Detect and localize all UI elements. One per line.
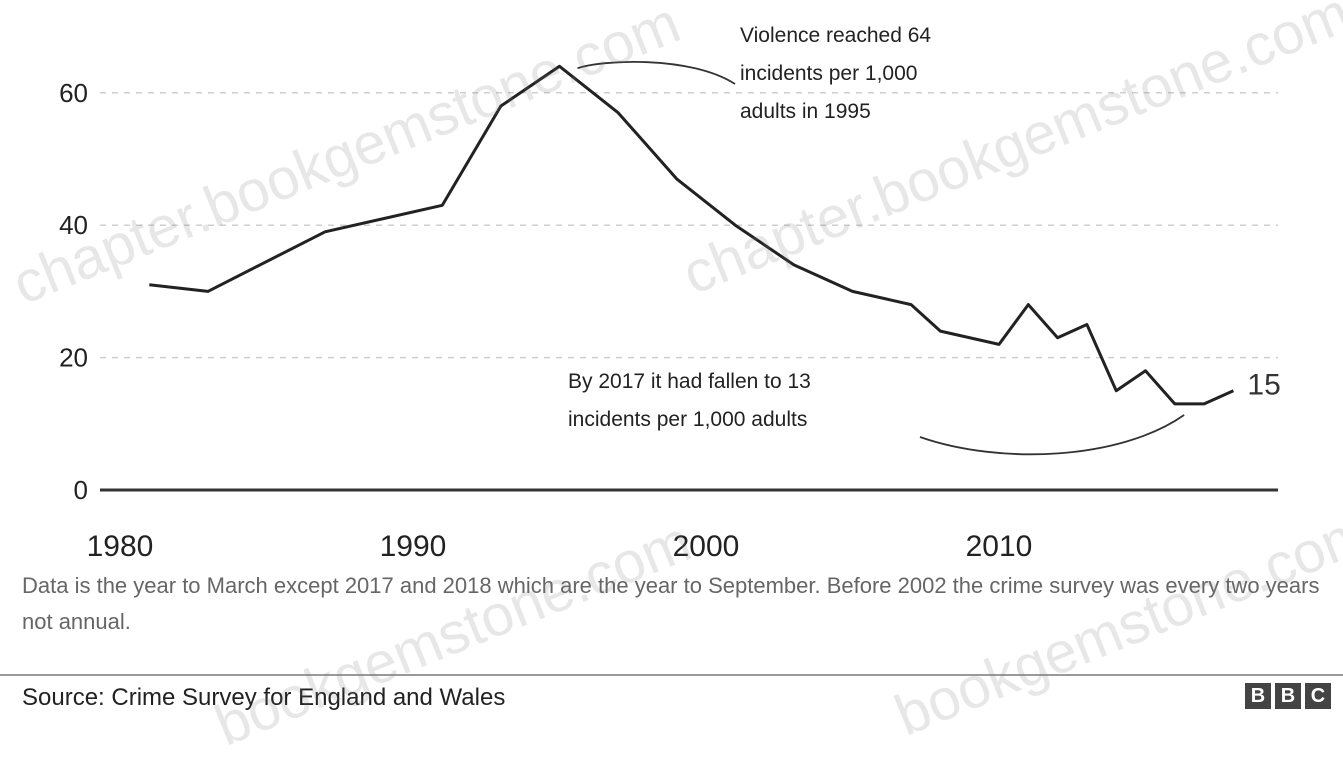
- logo-letter-b1: B: [1245, 683, 1271, 709]
- annotation-1-leader: [577, 61, 736, 85]
- bbc-logo: B B C: [1245, 683, 1331, 709]
- x-tick-label-2000: 2000: [673, 530, 740, 560]
- annotation-2-line-2: incidents per 1,000 adults: [568, 408, 807, 431]
- x-tick-label-2010: 2010: [966, 530, 1033, 560]
- y-axis-tick-labels: 0 20 40 60: [59, 78, 88, 505]
- annotations-layer: Violence reached 64 incidents per 1,000 ad…: [568, 24, 1185, 456]
- y-tick-label-0: 0: [74, 475, 88, 505]
- series-line-0: [149, 64, 1235, 406]
- chart-source: Source: Crime Survey for England and Wal…: [22, 684, 506, 711]
- series-layer: 15: [149, 64, 1281, 406]
- line-chart: 0 20 40 60 1980 1990 2000 2010 15 Violence rea…: [59, 24, 1281, 560]
- annotation-1-line-1: Violence reached 64: [740, 24, 931, 47]
- logo-letter-c: C: [1305, 683, 1331, 709]
- y-tick-label-20: 20: [59, 343, 88, 373]
- annotation-2-line-1: By 2017 it had fallen to 13: [568, 370, 811, 393]
- footer-divider: [0, 674, 1343, 676]
- annotation-1-line-2: incidents per 1,000: [740, 62, 917, 85]
- x-axis-tick-labels: 1980 1990 2000 2010: [87, 530, 1033, 560]
- annotation-2-leader: [919, 414, 1185, 456]
- gridlines: [100, 92, 1278, 359]
- annotation-1-line-3: adults in 1995: [740, 100, 871, 123]
- y-tick-label-60: 60: [59, 78, 88, 108]
- chart-footnote: Data is the year to March except 2017 an…: [22, 573, 1320, 634]
- series-end-label: 15: [1247, 369, 1280, 402]
- y-tick-label-40: 40: [59, 210, 88, 240]
- x-tick-label-1990: 1990: [380, 530, 447, 560]
- x-tick-label-1980: 1980: [87, 530, 154, 560]
- logo-letter-b2: B: [1275, 683, 1301, 709]
